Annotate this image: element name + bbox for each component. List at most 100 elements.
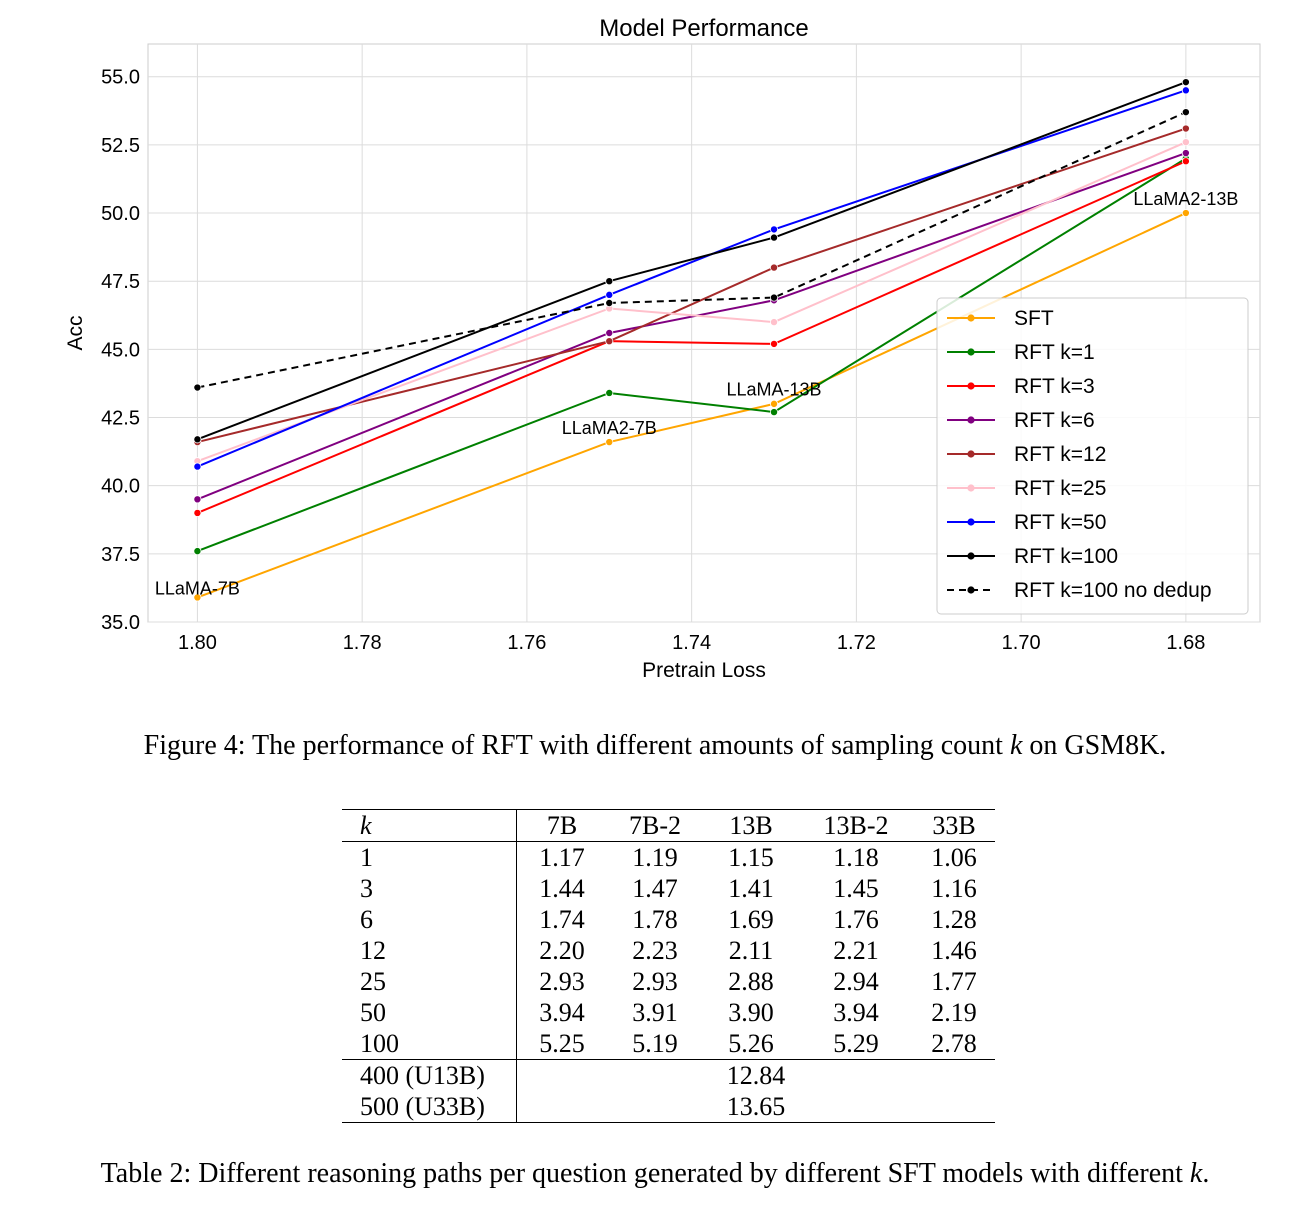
series-line [197,160,1187,514]
data-point [605,438,614,447]
table-caption-prefix: Table 2: Different reasoning paths per q… [100,1158,1190,1189]
data-point [193,462,202,471]
table-header-row: k 7B 7B-2 13B 13B-2 33B [342,809,995,842]
data-point [193,593,202,602]
data-point [1181,78,1190,87]
data-point [770,408,779,417]
table-cell: 1.15 [728,843,774,872]
x-tick-label: 1.76 [507,632,546,654]
x-tick-label: 1.74 [672,632,711,654]
table-cell: 12.84 [516,1059,995,1091]
table-cell-k: 500 (U33B) [342,1091,517,1123]
table-cell: 1.76 [833,905,879,934]
figure-caption-k: k [1009,730,1023,761]
header-7b-2: 7B-2 [607,809,703,842]
x-tick-label: 1.68 [1166,632,1205,654]
figure-caption-suffix: on GSM8K. [1022,730,1167,761]
table-row: 400 (U13B) 12.84 [342,1059,995,1091]
y-tick-label: 42.5 [101,408,140,430]
legend-marker [967,382,975,390]
data-point [193,495,202,504]
data-point [605,299,614,308]
data-point [770,293,779,302]
series-line [197,157,1187,553]
y-tick-label: 50.0 [101,203,140,225]
legend-label: RFT k=25 [1014,477,1106,500]
data-point [605,290,614,299]
x-tick-label: 1.70 [1002,632,1041,654]
table-cell: 2.78 [931,1029,977,1058]
table-cell: 2.21 [833,936,879,965]
y-axis-label: Acc [64,315,87,350]
series-line [197,141,1187,463]
data-point [1181,86,1190,95]
data-point [1181,209,1190,218]
legend-marker [967,552,975,560]
x-tick-label: 1.80 [178,632,217,654]
legend-label: RFT k=3 [1014,375,1095,398]
table-cell: 5.19 [632,1029,678,1058]
y-tick-label: 37.5 [101,544,140,566]
table-row: 12 2.20 2.23 2.11 2.21 1.46 [342,935,995,966]
data-point [605,277,614,286]
table-cell-k: 12 [342,935,517,966]
y-tick-label: 35.0 [101,612,140,634]
legend-marker [967,518,975,526]
data-point [1181,138,1190,147]
legend-label: SFT [1014,307,1054,330]
series-line [197,111,1187,389]
table-cell-k: 1 [342,841,517,873]
legend-label: RFT k=1 [1014,341,1095,364]
data-point [605,328,614,337]
header-13b-2: 13B-2 [799,809,913,842]
table-caption: Table 2: Different reasoning paths per q… [0,1158,1310,1190]
table-cell: 3.94 [539,998,585,1027]
table-caption-suffix: . [1202,1158,1210,1189]
table-row: 6 1.74 1.78 1.69 1.76 1.28 [342,904,995,935]
table-cell: 2.93 [632,967,678,996]
legend-marker [967,348,975,356]
figure-caption: Figure 4: The performance of RFT with di… [0,730,1310,762]
point-annotation: LLaMA2-7B [562,418,657,438]
table-cell: 3.91 [632,998,678,1027]
table-cell: 2.11 [728,936,774,965]
y-tick-label: 40.0 [101,476,140,498]
table-cell: 13.65 [726,1092,786,1121]
data-point [193,508,202,517]
data-point [770,263,779,272]
data-point [605,337,614,346]
legend-marker [967,416,975,424]
table-cell: 1.74 [539,905,585,934]
legend-label: RFT k=50 [1014,511,1106,534]
data-point [193,435,202,444]
data-point [770,225,779,234]
table-row: 100 5.25 5.19 5.26 5.29 2.78 [342,1028,995,1060]
header-7b: 7B [516,809,607,842]
table-cell: 1.44 [539,874,585,903]
y-tick-label: 47.5 [101,271,140,293]
legend-label: RFT k=100 [1014,545,1118,568]
table-cell: 1.28 [931,905,977,934]
table-cell: 2.94 [833,967,879,996]
table-cell: 1.69 [728,905,774,934]
table-caption-k: k [1189,1158,1203,1189]
y-tick-label: 52.5 [101,135,140,157]
legend-label: RFT k=6 [1014,409,1095,432]
chart-title: Model Performance [599,15,808,42]
table-cell-k: 400 (U13B) [342,1059,517,1091]
header-13b: 13B [703,809,799,842]
table-cell: 2.19 [931,998,977,1027]
paths-table: k 7B 7B-2 13B 13B-2 33B 1 1.17 1.19 1.15 1.1… [342,809,995,1123]
data-point [193,383,202,392]
legend-marker [967,586,975,594]
table-cell: 1.19 [632,843,678,872]
header-k: k [342,809,517,842]
table-cell: 1.17 [539,843,585,872]
table-cell-k: 3 [342,873,517,904]
table-cell: 1.16 [931,874,977,903]
data-point [193,547,202,556]
legend-marker [967,484,975,492]
chart: 1.80 1.78 1.76 1.74 1.72 1.70 1.68 35.0 37.5 40.0… [64,15,1261,682]
table-cell: 3.94 [833,998,879,1027]
table-cell: 1.77 [931,967,977,996]
